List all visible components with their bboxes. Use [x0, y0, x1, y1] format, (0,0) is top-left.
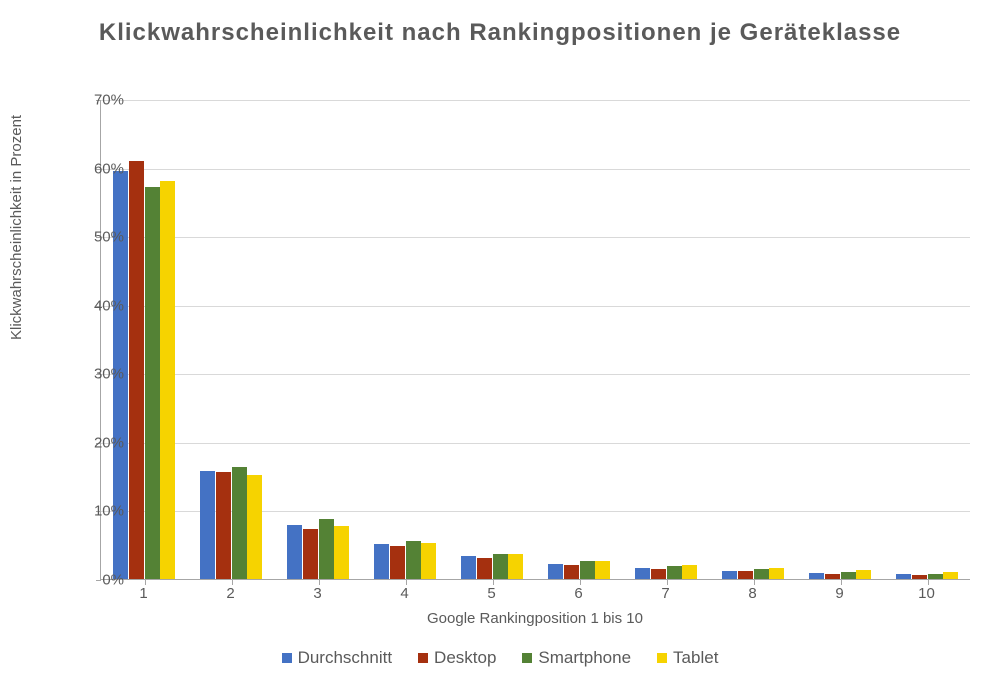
bar: [943, 572, 958, 579]
bar: [160, 181, 175, 579]
legend: Durchschnitt Desktop Smartphone Tablet: [0, 648, 1000, 668]
bar: [232, 467, 247, 579]
legend-item: Desktop: [418, 648, 496, 668]
gridline: [101, 100, 970, 101]
bar: [319, 519, 334, 579]
bar: [738, 571, 753, 579]
plot-area: [100, 100, 970, 580]
bar: [548, 564, 563, 579]
legend-swatch: [282, 653, 292, 663]
bar: [303, 529, 318, 579]
legend-label: Tablet: [673, 648, 718, 668]
y-tick-label: 40%: [94, 297, 124, 314]
bar: [216, 472, 231, 579]
bar: [390, 546, 405, 579]
legend-item: Tablet: [657, 648, 718, 668]
y-tick-label: 50%: [94, 229, 124, 246]
bar: [928, 574, 943, 579]
y-tick-label: 60%: [94, 160, 124, 177]
x-tick-label: 1: [139, 585, 147, 602]
bar: [287, 525, 302, 579]
chart-title: Klickwahrscheinlichkeit nach Rankingposi…: [0, 18, 1000, 48]
y-axis-label: Klickwahrscheinlichkeit in Prozent: [8, 115, 25, 340]
bar: [769, 568, 784, 579]
x-tick-label: 4: [400, 585, 408, 602]
bar: [580, 561, 595, 579]
bar: [334, 526, 349, 579]
legend-swatch: [522, 653, 532, 663]
legend-label: Smartphone: [538, 648, 631, 668]
gridline: [101, 306, 970, 307]
bar: [825, 574, 840, 579]
legend-swatch: [418, 653, 428, 663]
x-tick-label: 9: [835, 585, 843, 602]
x-tick-label: 10: [918, 585, 935, 602]
y-tick-label: 20%: [94, 434, 124, 451]
bar: [856, 570, 871, 579]
x-tick-label: 5: [487, 585, 495, 602]
x-tick-label: 6: [574, 585, 582, 602]
gridline: [101, 237, 970, 238]
bar: [651, 569, 666, 579]
bar: [200, 471, 215, 579]
bar: [247, 475, 262, 579]
bar: [682, 565, 697, 579]
bar: [421, 543, 436, 579]
y-tick-label: 10%: [94, 503, 124, 520]
bar: [667, 566, 682, 579]
bar: [912, 575, 927, 579]
bar: [841, 572, 856, 579]
legend-swatch: [657, 653, 667, 663]
y-tick-label: 30%: [94, 366, 124, 383]
x-axis-label: Google Rankingposition 1 bis 10: [100, 610, 970, 627]
bar: [508, 554, 523, 579]
y-tick-mark: [96, 580, 101, 581]
gridline: [101, 374, 970, 375]
legend-label: Desktop: [434, 648, 496, 668]
bar: [493, 554, 508, 579]
y-tick-label: 0%: [102, 572, 124, 589]
bar: [635, 568, 650, 579]
bar: [145, 187, 160, 579]
legend-item: Smartphone: [522, 648, 631, 668]
bar: [896, 574, 911, 579]
x-tick-label: 2: [226, 585, 234, 602]
bar: [129, 161, 144, 579]
x-tick-label: 8: [748, 585, 756, 602]
bar: [374, 544, 389, 579]
bar: [564, 565, 579, 579]
legend-label: Durchschnitt: [298, 648, 392, 668]
y-tick-label: 70%: [94, 92, 124, 109]
bar: [809, 573, 824, 579]
gridline: [101, 443, 970, 444]
gridline: [101, 169, 970, 170]
legend-item: Durchschnitt: [282, 648, 392, 668]
bar: [754, 569, 769, 579]
bar: [461, 556, 476, 579]
bar: [406, 541, 421, 579]
bar: [477, 558, 492, 579]
bar: [595, 561, 610, 579]
bar: [722, 571, 737, 579]
x-tick-label: 3: [313, 585, 321, 602]
x-tick-label: 7: [661, 585, 669, 602]
